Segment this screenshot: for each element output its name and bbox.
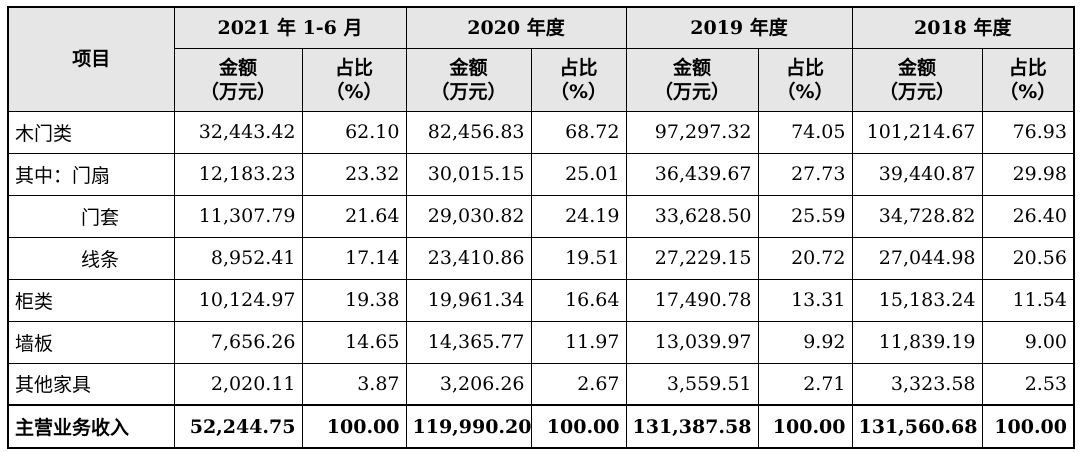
amount-cell: 27,044.98: [851, 236, 983, 280]
amount-cell: 17,490.78: [625, 278, 759, 322]
table-row: 线条 8,952.41 17.14 23,410.86 19.51 27,229.15 20…: [7, 236, 1075, 280]
amount-cell: 3,323.58: [851, 362, 983, 406]
ratio-cell: 29.98: [981, 152, 1075, 196]
ratio-column-header: 占比 （%）: [530, 47, 627, 112]
period-header: 2020 年度: [405, 6, 627, 49]
table-row: 门套 11,307.79 21.64 29,030.82 24.19 33,628.50 2…: [7, 194, 1075, 238]
period-header: 2018 年度: [851, 6, 1075, 49]
table-row: 其中：门扇 12,183.23 23.32 30,015.15 25.01 36,439.…: [7, 152, 1075, 196]
amount-column-header: 金额 （万元）: [625, 47, 759, 112]
total-amount-cell: 131,387.58: [625, 404, 759, 449]
ratio-cell: 16.64: [530, 278, 627, 322]
amount-cell: 3,206.26: [405, 362, 532, 406]
period-header: 2019 年度: [625, 6, 853, 49]
amount-cell: 15,183.24: [851, 278, 983, 322]
table-body: 木门类 32,443.42 62.10 82,456.83 68.72 97,297.32…: [7, 110, 1075, 449]
header-row-periods: 项目 2021 年 1-6 月 2020 年度 2019 年度 2018 年度: [7, 6, 1075, 112]
ratio-cell: 76.93: [981, 110, 1075, 154]
ratio-cell: 9.00: [981, 320, 1075, 364]
ratio-column-header: 占比 （%）: [301, 47, 407, 112]
amount-column-header: 金额 （万元）: [405, 47, 532, 112]
ratio-cell: 17.14: [301, 236, 407, 280]
ratio-cell: 19.38: [301, 278, 407, 322]
total-amount-cell: 131,560.68: [851, 404, 983, 449]
ratio-cell: 74.05: [757, 110, 853, 154]
row-label: 墙板: [7, 320, 175, 364]
amount-cell: 32,443.42: [173, 110, 303, 154]
total-ratio-cell: 100.00: [757, 404, 853, 449]
ratio-cell: 23.32: [301, 152, 407, 196]
ratio-cell: 27.73: [757, 152, 853, 196]
ratio-cell: 20.56: [981, 236, 1075, 280]
row-label: 线条: [7, 236, 175, 280]
amount-cell: 39,440.87: [851, 152, 983, 196]
ratio-cell: 11.54: [981, 278, 1075, 322]
amount-column-header: 金额 （万元）: [173, 47, 303, 112]
ratio-cell: 9.92: [757, 320, 853, 364]
ratio-cell: 14.65: [301, 320, 407, 364]
ratio-cell: 21.64: [301, 194, 407, 238]
amount-cell: 11,307.79: [173, 194, 303, 238]
header-row-subcolumns: 金额 （万元） 占比 （%） 金额 （万元） 占比 （%） 金额 （万元） 占比 （%）金…: [8, 47, 1075, 112]
ratio-cell: 3.87: [301, 362, 407, 406]
total-ratio-cell: 100.00: [530, 404, 627, 449]
amount-cell: 2,020.11: [173, 362, 303, 406]
amount-cell: 82,456.83: [405, 110, 532, 154]
total-amount-cell: 52,244.75: [173, 404, 303, 449]
amount-cell: 97,297.32: [625, 110, 759, 154]
total-ratio-cell: 100.00: [301, 404, 407, 449]
amount-cell: 19,961.34: [405, 278, 532, 322]
row-label: 木门类: [7, 110, 175, 154]
amount-cell: 7,656.26: [173, 320, 303, 364]
ratio-column-header: 占比 （%）: [757, 47, 853, 112]
row-label: 门套: [7, 194, 175, 238]
amount-cell: 14,365.77: [405, 320, 532, 364]
amount-cell: 23,410.86: [405, 236, 532, 280]
ratio-cell: 2.53: [981, 362, 1075, 406]
amount-cell: 34,728.82: [851, 194, 983, 238]
ratio-cell: 19.51: [530, 236, 627, 280]
total-ratio-cell: 100.00: [981, 404, 1075, 449]
amount-cell: 11,839.19: [851, 320, 983, 364]
ratio-cell: 25.59: [757, 194, 853, 238]
total-label: 主营业务收入: [7, 404, 175, 449]
ratio-cell: 20.72: [757, 236, 853, 280]
item-column-header: 项目: [7, 6, 175, 112]
ratio-column-header: 占比 （%）: [981, 47, 1075, 112]
amount-cell: 8,952.41: [173, 236, 303, 280]
amount-cell: 33,628.50: [625, 194, 759, 238]
revenue-table: 项目 2021 年 1-6 月 2020 年度 2019 年度 2018 年度 …: [7, 6, 1075, 449]
total-row: 主营业务收入 52,244.75 100.00 119,990.20 100.00 131…: [7, 404, 1075, 449]
amount-cell: 29,030.82: [405, 194, 532, 238]
amount-cell: 36,439.67: [625, 152, 759, 196]
ratio-cell: 25.01: [530, 152, 627, 196]
ratio-cell: 11.97: [530, 320, 627, 364]
ratio-cell: 24.19: [530, 194, 627, 238]
amount-cell: 12,183.23: [173, 152, 303, 196]
total-amount-cell: 119,990.20: [405, 404, 532, 449]
table-row: 柜类 10,124.97 19.38 19,961.34 16.64 17,490.78 1…: [7, 278, 1075, 322]
amount-cell: 101,214.67: [851, 110, 983, 154]
row-label: 柜类: [7, 278, 175, 322]
table-row: 墙板 7,656.26 14.65 14,365.77 11.97 13,039.97 9.…: [7, 320, 1075, 364]
amount-cell: 30,015.15: [405, 152, 532, 196]
period-header: 2021 年 1-6 月: [173, 6, 407, 49]
amount-column-header: 金额 （万元）: [851, 47, 983, 112]
row-label: 其他家具: [7, 362, 175, 406]
table-row: 其他家具 2,020.11 3.87 3,206.26 2.67 3,559.51 2.71…: [7, 362, 1075, 406]
ratio-cell: 62.10: [301, 110, 407, 154]
amount-cell: 13,039.97: [625, 320, 759, 364]
ratio-cell: 2.67: [530, 362, 627, 406]
ratio-cell: 13.31: [757, 278, 853, 322]
table-row: 木门类 32,443.42 62.10 82,456.83 68.72 97,297.32…: [7, 110, 1075, 154]
amount-cell: 27,229.15: [625, 236, 759, 280]
row-label: 其中：门扇: [7, 152, 175, 196]
ratio-cell: 2.71: [757, 362, 853, 406]
ratio-cell: 68.72: [530, 110, 627, 154]
amount-cell: 10,124.97: [173, 278, 303, 322]
amount-cell: 3,559.51: [625, 362, 759, 406]
ratio-cell: 26.40: [981, 194, 1075, 238]
